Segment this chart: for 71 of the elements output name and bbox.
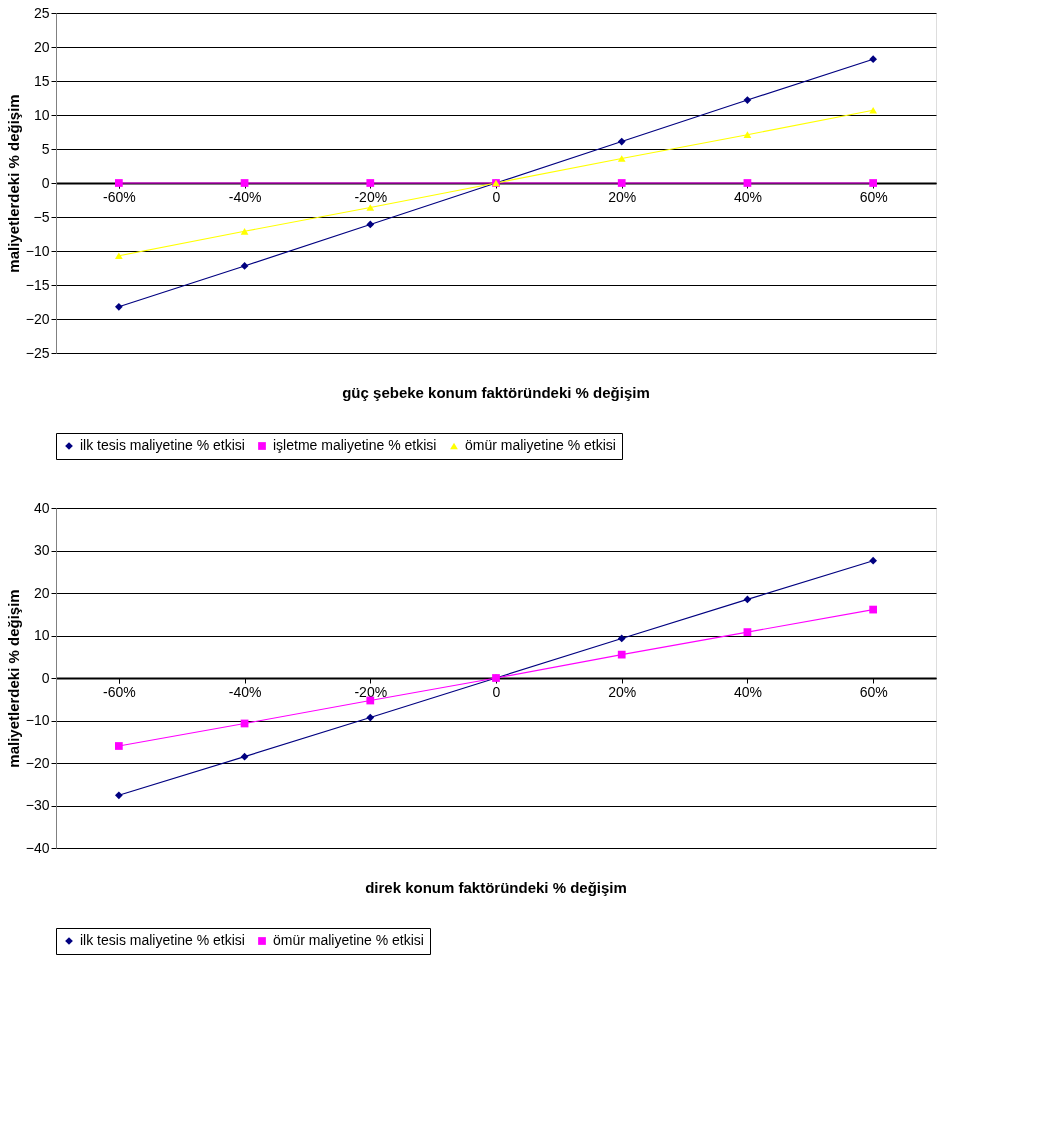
legend-label: işletme maliyetine % etkisi: [273, 437, 437, 453]
y-axis-title: maliyetlerdeki % değişim: [4, 589, 22, 768]
point: [366, 179, 375, 187]
y-tick-label: 20: [33, 38, 50, 55]
y-tick-label: 15: [33, 72, 50, 89]
y-tick-label: 30: [33, 542, 50, 558]
point: [617, 155, 626, 162]
y-tick-label: 10: [33, 627, 50, 643]
y-tick-label: −40: [25, 839, 50, 856]
x-tick-label: 0: [492, 188, 501, 205]
y-tick-label: −5: [33, 208, 50, 225]
legend-label: ömür maliyetine % etkisi: [465, 437, 616, 453]
point: [617, 137, 626, 146]
y-axis-title: maliyetlerdeki % değişim: [4, 94, 22, 273]
point: [869, 605, 878, 614]
point: [366, 220, 375, 229]
x-tick-label: -60%: [103, 683, 136, 700]
y-tick-label: 5: [41, 140, 50, 157]
legend-label: ilk tesis maliyetine % etkisi: [80, 437, 245, 453]
point: [240, 262, 249, 270]
y-tick-label: −15: [25, 276, 50, 293]
point: [869, 106, 878, 114]
point: [617, 179, 626, 187]
x-tick-label: -20%: [354, 188, 388, 205]
x-tick-label: 20%: [608, 683, 637, 700]
x-tick-label: 60%: [859, 683, 888, 700]
x-tick-label: -60%: [103, 188, 136, 205]
y-tick-label: −10: [25, 242, 50, 259]
point: [869, 179, 878, 187]
legend-label: ilk tesis maliyetine % etkisi: [80, 932, 245, 948]
point: [743, 131, 752, 139]
y-tick-label: 20: [33, 584, 50, 601]
y-tick-label: 25: [33, 4, 50, 21]
x-tick-label: 60%: [859, 188, 888, 205]
legend-label: ömür maliyetine % etkisi: [273, 932, 424, 948]
x-axis-title: güç şebeke konum faktöründeki % değişim: [342, 384, 650, 401]
y-tick-label: −10: [25, 712, 50, 728]
point: [114, 179, 123, 187]
point: [240, 179, 249, 187]
point: [114, 302, 123, 311]
x-tick-label: 40%: [733, 683, 762, 700]
point: [743, 595, 752, 604]
x-axis-title: direk konum faktöründeki % değişim: [365, 879, 627, 896]
point: [869, 556, 878, 565]
x-tick-label: -40%: [228, 188, 262, 205]
x-tick-label: 40%: [733, 188, 762, 205]
y-tick-label: 10: [33, 106, 50, 123]
y-tick-label: −20: [25, 310, 50, 327]
y-tick-label: −25: [25, 344, 50, 361]
point: [240, 752, 249, 761]
point: [114, 791, 123, 800]
y-tick-label: −30: [25, 797, 50, 813]
point: [366, 713, 375, 722]
point: [743, 179, 752, 187]
x-tick-label: -40%: [228, 683, 262, 700]
point: [869, 55, 878, 64]
point: [617, 634, 626, 643]
point: [240, 227, 249, 235]
x-tick-label: -20%: [354, 683, 388, 700]
point: [743, 628, 752, 636]
point: [617, 650, 626, 659]
y-tick-label: 0: [41, 669, 50, 686]
y-tick-label: 0: [41, 174, 50, 191]
point: [366, 204, 375, 211]
y-tick-label: −20: [25, 754, 50, 771]
y-tick-label: 40: [33, 499, 50, 516]
x-tick-label: 0: [492, 683, 501, 700]
x-tick-label: 20%: [608, 188, 637, 205]
point: [743, 96, 752, 104]
point: [114, 742, 123, 750]
point: [114, 252, 123, 260]
